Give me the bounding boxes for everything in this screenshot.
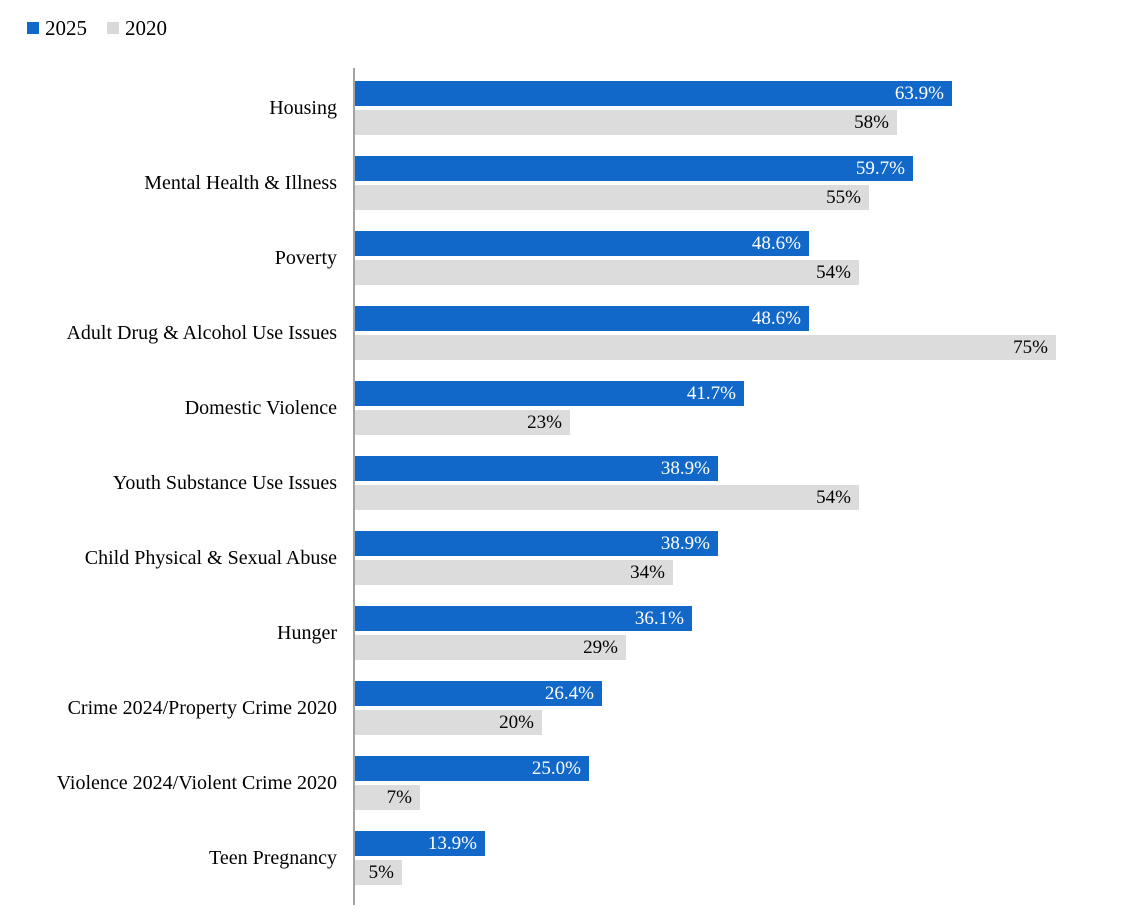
bar-2020: 23% — [355, 410, 570, 435]
bar-value-label-2020: 5% — [368, 862, 394, 883]
bar-2025: 38.9% — [355, 531, 718, 556]
bar-2020: 54% — [355, 260, 859, 285]
chart-row: Teen Pregnancy 13.9% 5% — [0, 831, 1125, 885]
chart-row: Domestic Violence 41.7% 23% — [0, 381, 1125, 435]
category-label: Mental Health & Illness — [144, 171, 337, 194]
bar-value-label-2020: 58% — [854, 112, 889, 133]
chart-row: Crime 2024/Property Crime 2020 26.4% 20% — [0, 681, 1125, 735]
bar-value-label-2020: 7% — [386, 787, 412, 808]
category-label: Teen Pregnancy — [209, 846, 337, 869]
bar-value-label-2025: 59.7% — [855, 158, 905, 179]
bar-2025: 26.4% — [355, 681, 602, 706]
bar-value-label-2025: 26.4% — [544, 683, 594, 704]
bar-2020: 58% — [355, 110, 897, 135]
bar-2025: 13.9% — [355, 831, 485, 856]
category-label: Crime 2024/Property Crime 2020 — [67, 696, 337, 719]
bar-value-label-2025: 48.6% — [751, 308, 801, 329]
bar-value-label-2020: 20% — [499, 712, 534, 733]
chart-row: Hunger 36.1% 29% — [0, 606, 1125, 660]
legend-swatch-2020-icon — [107, 22, 119, 34]
category-label: Youth Substance Use Issues — [112, 471, 337, 494]
bar-2020: 54% — [355, 485, 859, 510]
bar-2020: 5% — [355, 860, 402, 885]
bar-value-label-2025: 36.1% — [634, 608, 684, 629]
legend-label-2020: 2020 — [125, 15, 167, 40]
chart-row: Adult Drug & Alcohol Use Issues 48.6% 75% — [0, 306, 1125, 360]
bar-2025: 48.6% — [355, 231, 809, 256]
chart-row: Housing 63.9% 58% — [0, 81, 1125, 135]
category-label: Domestic Violence — [184, 396, 337, 419]
chart-row: Child Physical & Sexual Abuse 38.9% 34% — [0, 531, 1125, 585]
bar-value-label-2020: 75% — [1013, 337, 1048, 358]
category-label: Housing — [269, 96, 337, 119]
bar-value-label-2025: 48.6% — [751, 233, 801, 254]
y-axis-line — [353, 68, 355, 905]
bar-2025: 25.0% — [355, 756, 589, 781]
bar-value-label-2020: 23% — [527, 412, 562, 433]
chart-row: Violence 2024/Violent Crime 2020 25.0% 7% — [0, 756, 1125, 810]
bar-2020: 75% — [355, 335, 1056, 360]
chart-legend: 2025 2020 — [0, 14, 1125, 42]
legend-item-2020: 2020 — [107, 14, 167, 42]
bar-value-label-2025: 38.9% — [660, 458, 710, 479]
bar-2020: 55% — [355, 185, 869, 210]
bar-value-label-2020: 29% — [583, 637, 618, 658]
category-label: Violence 2024/Violent Crime 2020 — [56, 771, 337, 794]
bar-value-label-2020: 34% — [630, 562, 665, 583]
bar-value-label-2025: 63.9% — [894, 83, 944, 104]
chart-row: Mental Health & Illness 59.7% 55% — [0, 156, 1125, 210]
bar-value-label-2020: 54% — [816, 262, 851, 283]
bar-2025: 59.7% — [355, 156, 913, 181]
category-label: Hunger — [277, 621, 337, 644]
chart-row: Youth Substance Use Issues 38.9% 54% — [0, 456, 1125, 510]
category-label: Child Physical & Sexual Abuse — [84, 546, 337, 569]
bar-2025: 48.6% — [355, 306, 809, 331]
bar-2020: 29% — [355, 635, 626, 660]
legend-label-2025: 2025 — [45, 15, 87, 40]
legend-swatch-2025-icon — [27, 22, 39, 34]
bar-2025: 38.9% — [355, 456, 718, 481]
bar-value-label-2025: 38.9% — [660, 533, 710, 554]
category-label: Poverty — [274, 246, 337, 269]
bar-value-label-2025: 41.7% — [686, 383, 736, 404]
bar-2020: 34% — [355, 560, 673, 585]
bar-value-label-2025: 25.0% — [531, 758, 581, 779]
bar-2025: 63.9% — [355, 81, 952, 106]
category-label: Adult Drug & Alcohol Use Issues — [66, 321, 337, 344]
legend-item-2025: 2025 — [27, 14, 87, 42]
bar-2025: 41.7% — [355, 381, 744, 406]
bar-value-label-2020: 55% — [826, 187, 861, 208]
bar-2025: 36.1% — [355, 606, 692, 631]
bar-value-label-2025: 13.9% — [427, 833, 477, 854]
chart-row: Poverty 48.6% 54% — [0, 231, 1125, 285]
bar-2020: 7% — [355, 785, 420, 810]
bar-2020: 20% — [355, 710, 542, 735]
bar-value-label-2020: 54% — [816, 487, 851, 508]
